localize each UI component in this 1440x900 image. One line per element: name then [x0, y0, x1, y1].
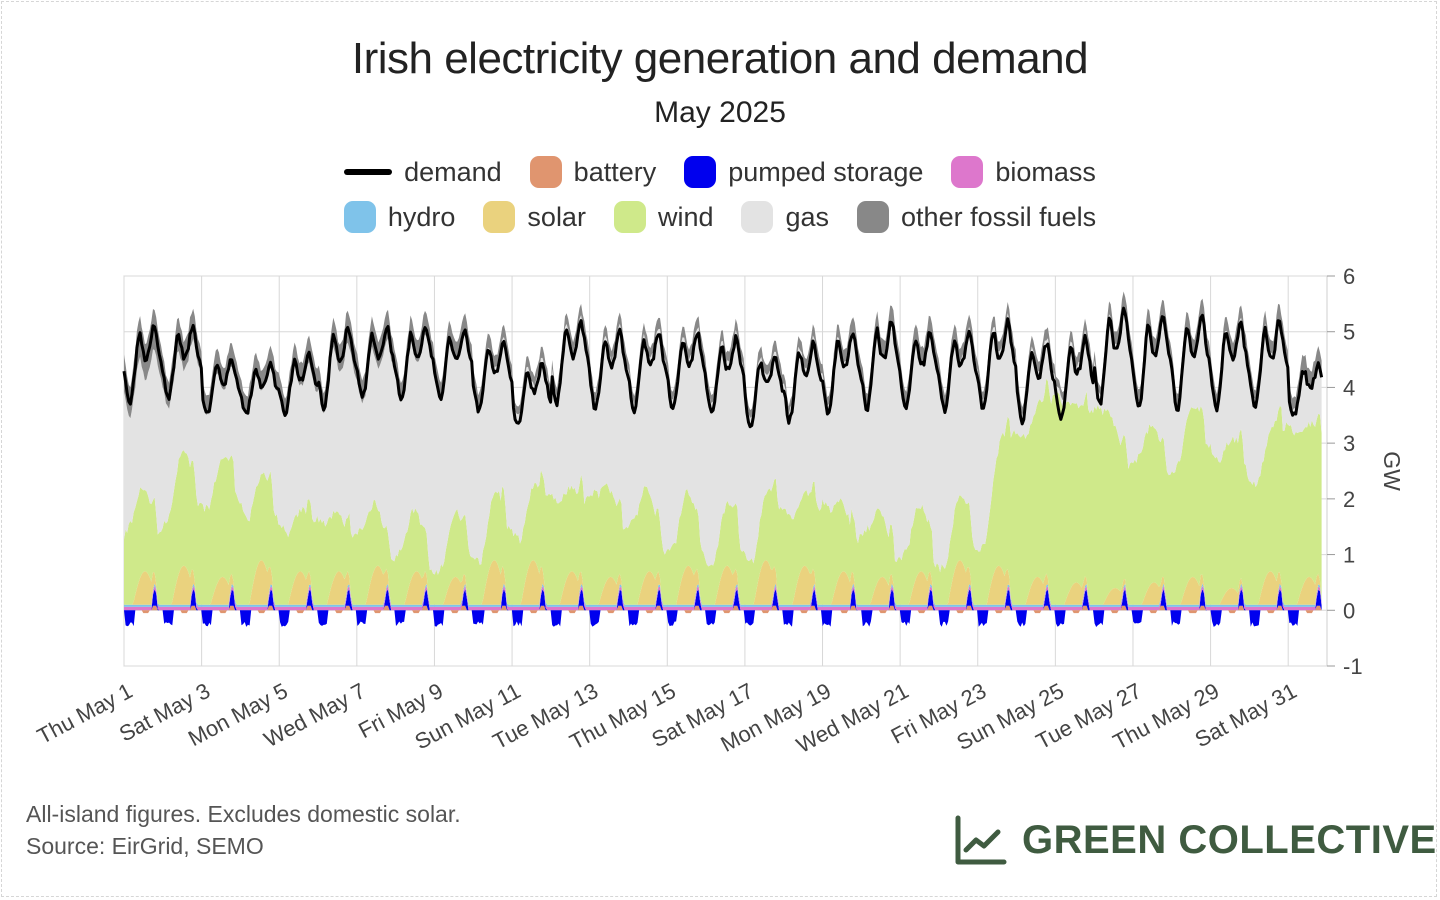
- area-solar: [124, 560, 1322, 605]
- area-pumped-storage-charging: [124, 610, 1322, 627]
- area-hydro: [124, 583, 1322, 607]
- legend-item-demand[interactable]: demand: [344, 157, 502, 188]
- legend-label: pumped storage: [728, 156, 924, 187]
- y-tick-label: 3: [1343, 431, 1355, 456]
- legend-item-wind[interactable]: wind: [613, 201, 714, 233]
- legend-label: demand: [404, 156, 502, 187]
- legend-swatch: [857, 201, 890, 233]
- legend-label: solar: [527, 201, 586, 232]
- x-tick-label: Thu May 1: [33, 678, 137, 749]
- legend-row-1: demand battery pumped storage biomass: [0, 156, 1440, 188]
- y-tick-label: 4: [1343, 375, 1355, 400]
- legend-item-gas[interactable]: gas: [741, 201, 829, 233]
- y-tick-label: 1: [1343, 543, 1355, 568]
- line-demand: [122, 306, 1324, 429]
- y-tick-label: 5: [1343, 320, 1355, 345]
- y-tick-label: 0: [1343, 598, 1355, 623]
- area-pumped-storage: [124, 589, 1322, 611]
- legend-item-pumped-storage[interactable]: pumped storage: [684, 156, 923, 188]
- legend-swatch: [343, 201, 376, 233]
- legend-label: gas: [785, 201, 830, 232]
- brand-name: GREEN COLLECTIVE: [1022, 817, 1437, 862]
- legend-swatch: [613, 201, 646, 233]
- y-tick-label: -1: [1343, 654, 1363, 679]
- legend-label: other fossil fuels: [901, 201, 1097, 232]
- source-note: Source: EirGrid, SEMO: [26, 833, 264, 859]
- legend-row-2: hydro solar wind gas other fossil fuels: [0, 201, 1440, 233]
- legend-swatch: [741, 201, 774, 233]
- legend-item-biomass[interactable]: biomass: [951, 156, 1096, 188]
- legend-label: hydro: [387, 201, 456, 232]
- legend-item-solar[interactable]: solar: [483, 201, 586, 233]
- footnote: All-island figures. Excludes domestic so…: [26, 801, 461, 827]
- area-biomass: [124, 585, 1322, 611]
- y-tick-label: 6: [1343, 264, 1355, 289]
- legend-swatch: [483, 201, 516, 233]
- y-tick-label: 2: [1343, 487, 1355, 512]
- area-wind: [124, 378, 1322, 605]
- legend-swatch: [529, 156, 562, 188]
- area-gas: [124, 306, 1322, 575]
- legend-label: battery: [573, 156, 657, 187]
- area-other-fossil-fuels: [124, 291, 1322, 419]
- legend-item-other-fossil-fuels[interactable]: other fossil fuels: [857, 201, 1096, 233]
- legend-label: biomass: [995, 156, 1096, 187]
- legend-swatch: [344, 169, 393, 175]
- legend-item-hydro[interactable]: hydro: [343, 201, 456, 233]
- chart-title: Irish electricity generation and demand: [351, 34, 1089, 83]
- legend-swatch: [684, 156, 717, 188]
- legend-item-battery[interactable]: battery: [529, 156, 657, 188]
- legend-swatch: [951, 156, 984, 188]
- legend-label: wind: [657, 201, 714, 232]
- chart-subtitle: May 2025: [654, 96, 786, 129]
- y-axis-label: GW: [1379, 451, 1405, 491]
- area-battery: [124, 605, 1322, 611]
- brand-logo: GREEN COLLECTIVE: [952, 812, 1437, 868]
- line-chart-icon: [955, 815, 1007, 865]
